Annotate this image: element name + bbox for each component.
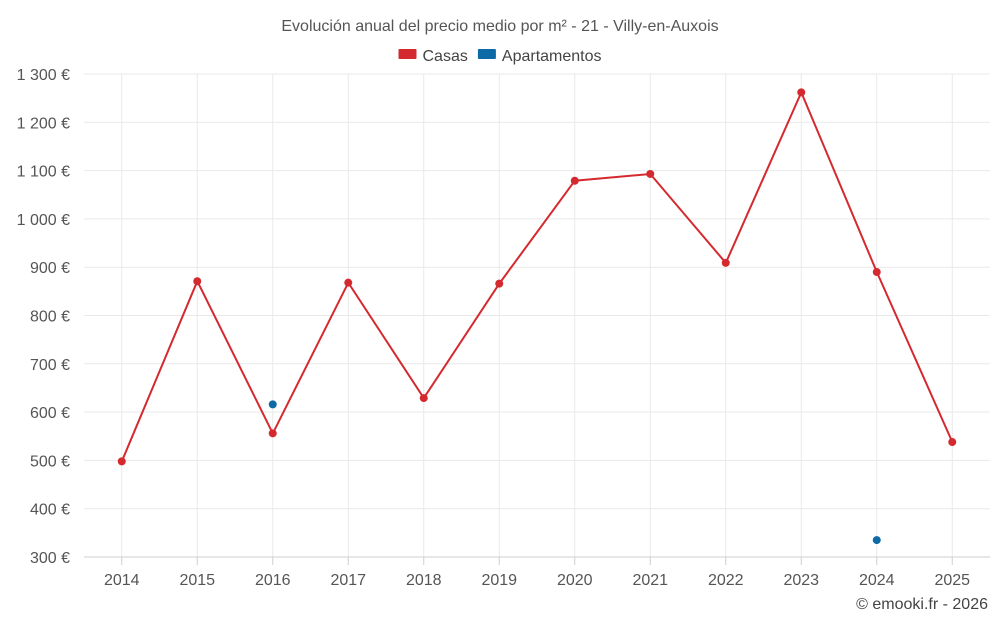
x-tick-label: 2017 — [330, 572, 366, 589]
data-point-casas[interactable] — [495, 279, 504, 288]
x-tick-label: 2020 — [557, 572, 593, 589]
legend-swatch — [477, 49, 496, 59]
grid-layer — [84, 73, 990, 558]
x-tick-label: 2015 — [179, 572, 215, 589]
series-layer — [117, 88, 957, 545]
x-tick-label: 2018 — [406, 572, 442, 589]
chart-title: Evolución anual del precio medio por m² … — [281, 18, 718, 35]
data-point-casas[interactable] — [646, 169, 655, 178]
data-point-apartamentos[interactable] — [268, 400, 277, 409]
y-tick-label: 1 200 € — [17, 115, 70, 132]
x-tick-label: 2016 — [255, 572, 291, 589]
data-point-casas[interactable] — [570, 176, 579, 185]
data-point-casas[interactable] — [193, 277, 202, 286]
y-tick-label: 500 € — [30, 453, 70, 470]
data-point-casas[interactable] — [872, 268, 881, 277]
legend-swatch — [398, 49, 417, 59]
y-tick-label: 600 € — [30, 405, 70, 422]
data-point-casas[interactable] — [117, 457, 126, 466]
legend-item-apartamentos[interactable]: Apartamentos — [477, 48, 602, 65]
y-tick-label: 300 € — [30, 550, 70, 567]
y-tick-label: 1 300 € — [17, 67, 70, 84]
y-tick-label: 400 € — [30, 502, 70, 519]
data-point-casas[interactable] — [721, 258, 730, 267]
x-tick-label: 2025 — [934, 572, 970, 589]
y-tick-label: 800 € — [30, 309, 70, 326]
legend[interactable]: Casas Apartamentos — [398, 48, 602, 65]
y-tick-label: 1 000 € — [17, 212, 70, 229]
data-point-casas[interactable] — [797, 88, 806, 97]
axis-layer: 300 € 400 € 500 € 600 € 700 € 800 € 900 € 1 000… — [17, 67, 990, 589]
data-point-casas[interactable] — [419, 394, 428, 403]
x-tick-label: 2021 — [632, 572, 668, 589]
series-line-casas — [120, 89, 954, 462]
y-tick-label: 900 € — [30, 260, 70, 277]
data-point-casas[interactable] — [268, 429, 277, 438]
x-tick-label: 2022 — [708, 572, 744, 589]
credit-text: © emooki.fr - 2026 — [856, 596, 988, 613]
legend-label: Casas — [423, 48, 468, 65]
y-tick-label: 1 100 € — [17, 164, 70, 181]
legend-item-casas[interactable]: Casas — [398, 48, 468, 65]
data-point-apartamentos[interactable] — [872, 536, 881, 545]
x-tick-label: 2023 — [783, 572, 819, 589]
data-point-casas[interactable] — [948, 438, 957, 447]
x-tick-label: 2024 — [859, 572, 895, 589]
data-point-casas[interactable] — [344, 278, 353, 287]
x-tick-label: 2019 — [481, 572, 517, 589]
legend-label: Apartamentos — [502, 48, 602, 65]
x-tick-label: 2014 — [104, 572, 140, 589]
y-tick-label: 700 € — [30, 357, 70, 374]
